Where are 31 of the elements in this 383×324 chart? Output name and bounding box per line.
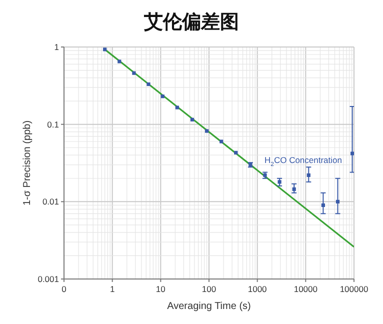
y-axis-title: 1-σ Precision (ppb) [22, 120, 33, 206]
point [336, 200, 340, 204]
x-tick-label: 100 [202, 284, 216, 294]
point [278, 180, 282, 184]
point [175, 106, 180, 110]
point [234, 150, 238, 154]
y-tick-label: 0.1 [47, 119, 60, 130]
chart-title: 艾伦偏差图 [143, 12, 239, 33]
point [321, 203, 325, 208]
x-tick-label: 10 [156, 284, 166, 294]
point [146, 82, 150, 86]
point [306, 173, 310, 177]
x-tick-label: 10000 [294, 284, 318, 294]
annotation: H$_{2}$CO Concentration [264, 155, 342, 168]
point [190, 118, 194, 122]
point [132, 71, 136, 75]
point [292, 187, 296, 191]
point [118, 60, 122, 64]
point [160, 94, 164, 98]
point [220, 140, 224, 144]
x-tick-label: 1000 [248, 284, 268, 294]
x-tick-label: 0 [62, 284, 67, 294]
point [103, 48, 107, 52]
y-tick-label: 0.01 [42, 196, 60, 207]
x-tick-label: 1 [110, 284, 115, 294]
point [350, 152, 354, 156]
point [204, 129, 209, 133]
y-tick-label: 1 [54, 42, 60, 52]
x-axis-title: Averaging Time (s) [167, 301, 251, 312]
x-tick-label: 100000 [340, 284, 368, 294]
y-tick-label: 0.001 [38, 274, 60, 284]
